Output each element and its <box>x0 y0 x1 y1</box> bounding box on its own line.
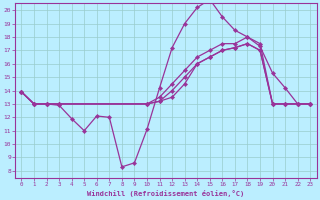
X-axis label: Windchill (Refroidissement éolien,°C): Windchill (Refroidissement éolien,°C) <box>87 190 244 197</box>
